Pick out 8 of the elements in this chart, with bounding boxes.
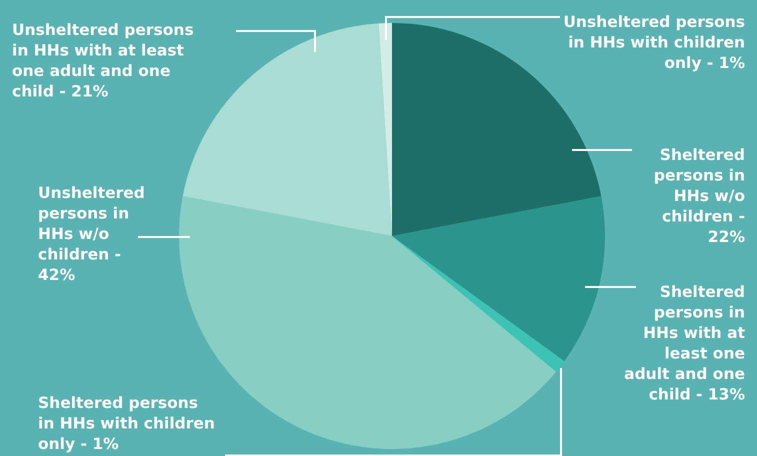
slice-label: Sheltered persons in HHs w/o children - 22% <box>654 146 746 246</box>
slice-label: Unsheltered persons in HHs with at least one adult and one child - 21% <box>12 21 194 100</box>
slice-label: Unsheltered persons in HHs with children only - 1% <box>563 13 746 72</box>
slice-label: Unsheltered persons in HHs w/o children - 42% <box>38 184 145 284</box>
slice-label: Sheltered persons in HHs with at least one adult and one child - 13% <box>624 283 746 404</box>
slice-label: Sheltered persons in HHs with children only - 1% <box>38 394 215 453</box>
pie-slice <box>392 236 564 372</box>
pie-slice <box>392 196 605 362</box>
